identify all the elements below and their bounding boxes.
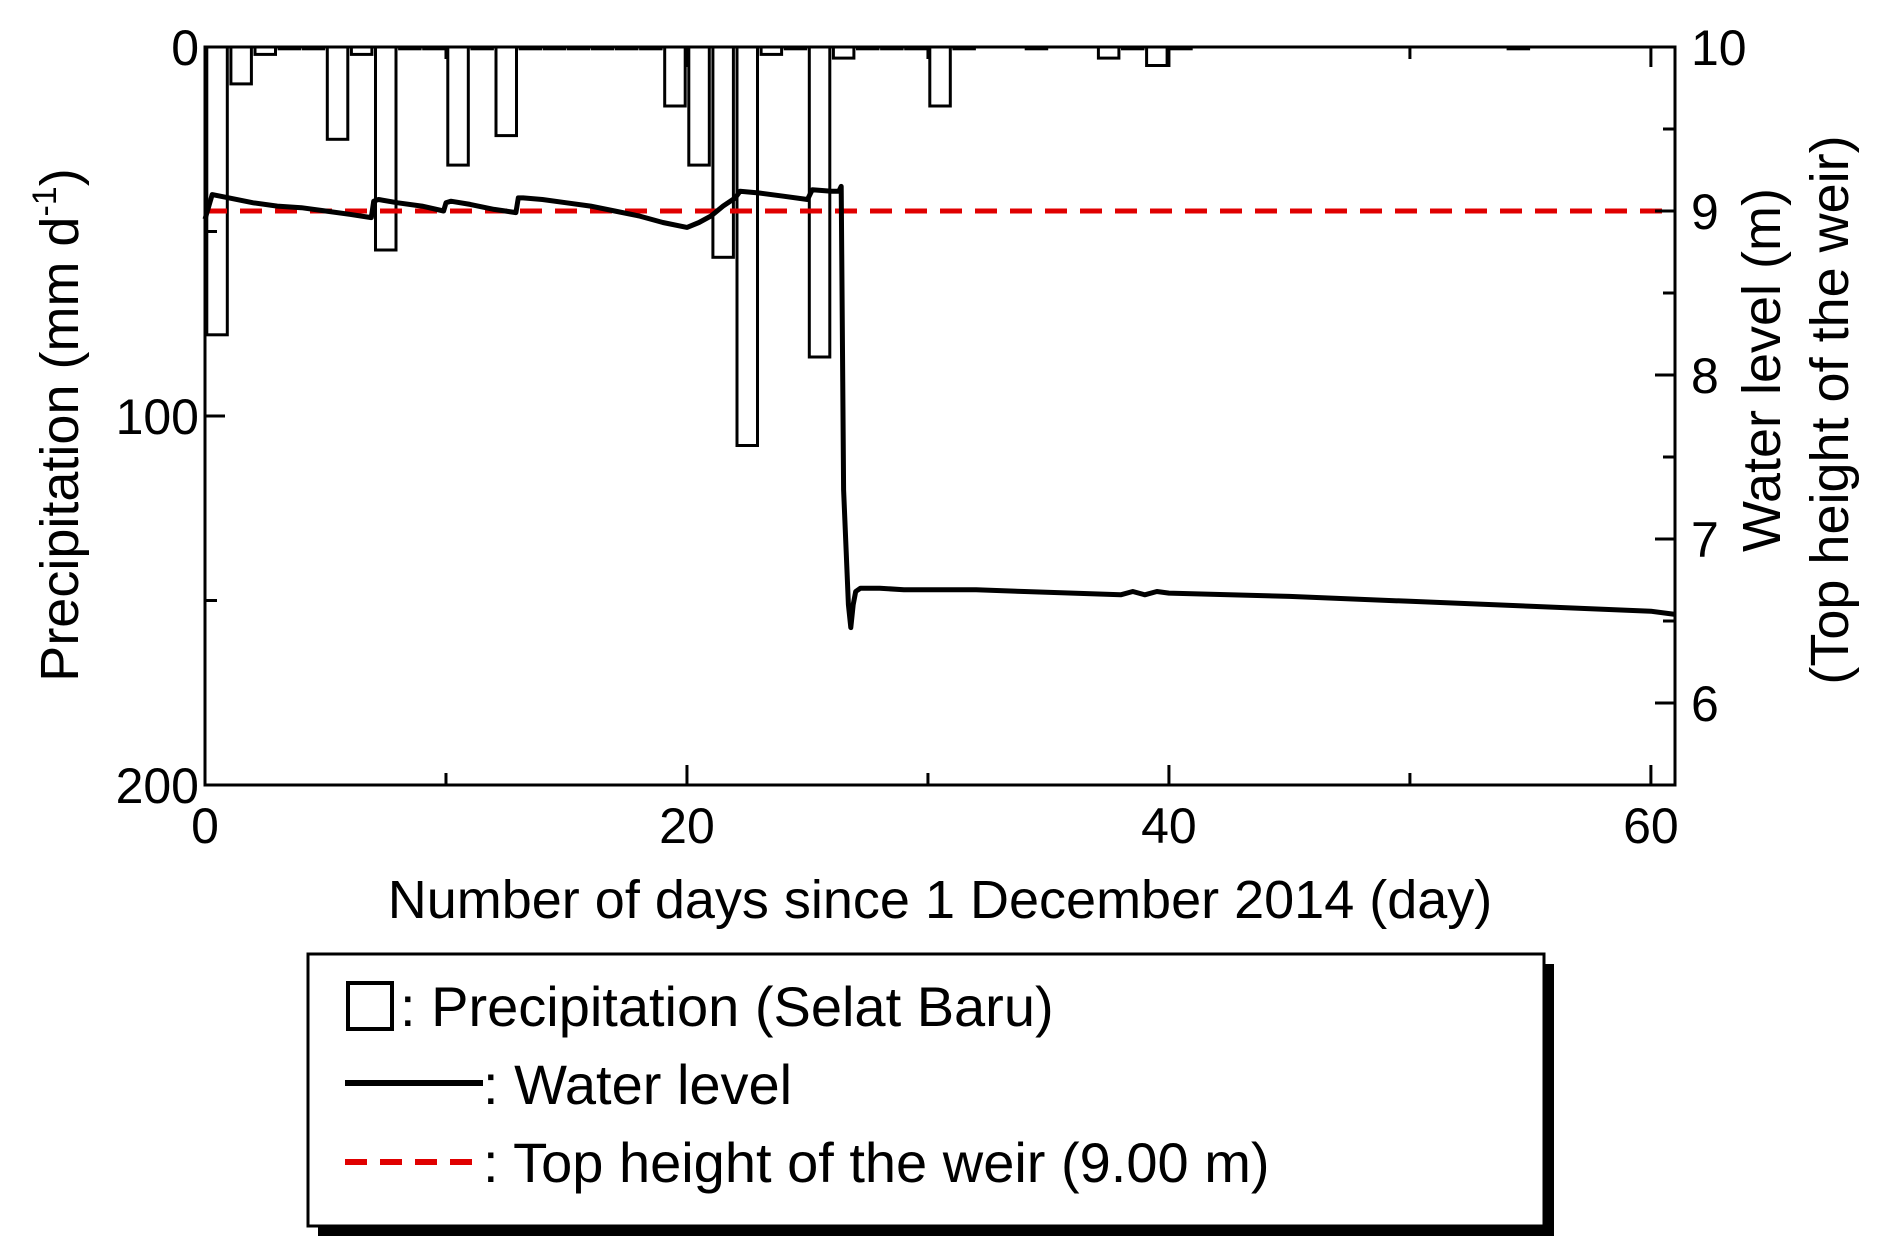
legend-precip-swatch xyxy=(346,981,394,1031)
x-tick-label-0: 0 xyxy=(191,798,219,854)
legend-weir-label: : Top height of the weir (9.00 m) xyxy=(483,1131,1270,1194)
x-tick-label-60: 60 xyxy=(1623,798,1679,854)
plot-lines xyxy=(202,183,1676,631)
axis-ticks: 0 20 40 60 0 100 200 6 7 8 9 10 xyxy=(116,20,1747,854)
left-tick-label-100: 100 xyxy=(116,389,199,445)
left-axis-title-close: ) xyxy=(30,168,90,186)
precip-bar-day-19 xyxy=(663,45,687,108)
precip-bar-day-22 xyxy=(735,45,759,447)
precip-bar-day-5 xyxy=(325,45,350,141)
precip-bar-day-20 xyxy=(687,45,711,167)
precip-bar-day-37 xyxy=(1096,45,1121,60)
precip-bar-day-7 xyxy=(374,45,398,252)
precip-bar-day-21 xyxy=(711,45,735,259)
legend: : Precipitation (Selat Baru) : Water lev… xyxy=(306,952,1554,1236)
right-axis-title-line2: (Top height of the weir) xyxy=(1800,135,1860,684)
legend-precip-label: : Precipitation (Selat Baru) xyxy=(400,975,1054,1038)
plot-frame xyxy=(203,45,1677,787)
precip-bar-day-12 xyxy=(494,45,518,138)
precip-bar-day-30 xyxy=(928,45,952,108)
right-tick-label-10: 10 xyxy=(1691,20,1747,76)
left-tick-label-0: 0 xyxy=(171,20,199,76)
right-axis-title-line1: Water level (m) xyxy=(1732,188,1792,552)
x-tick-label-20: 20 xyxy=(659,798,715,854)
precip-bar-day-26 xyxy=(831,45,856,60)
precipitation-bars xyxy=(205,45,1531,447)
plot-frame-box xyxy=(203,45,1677,787)
precip-bar-day-39 xyxy=(1145,45,1169,67)
precip-bar-day-1 xyxy=(229,45,253,86)
left-axis-title-sup: -1 xyxy=(26,186,64,216)
left-axis-title-main: Precipitation (mm d xyxy=(30,217,90,682)
x-axis-title: Number of days since 1 December 2014 (da… xyxy=(388,870,1493,930)
right-tick-label-6: 6 xyxy=(1691,676,1719,732)
x-tick-label-40: 40 xyxy=(1141,798,1197,854)
precip-bar-day-10 xyxy=(446,45,470,167)
right-tick-label-7: 7 xyxy=(1691,512,1719,568)
water-level-line xyxy=(202,183,1676,631)
left-tick-label-200: 200 xyxy=(116,758,199,814)
precip-bar-day-0 xyxy=(205,45,229,337)
right-tick-label-9: 9 xyxy=(1691,184,1719,240)
legend-water-label: : Water level xyxy=(483,1053,792,1116)
legend-box xyxy=(306,952,1546,1228)
left-axis-title: Precipitation (mm d-1) xyxy=(26,168,90,681)
right-tick-label-8: 8 xyxy=(1691,348,1719,404)
precip-bar-day-25 xyxy=(807,45,832,359)
